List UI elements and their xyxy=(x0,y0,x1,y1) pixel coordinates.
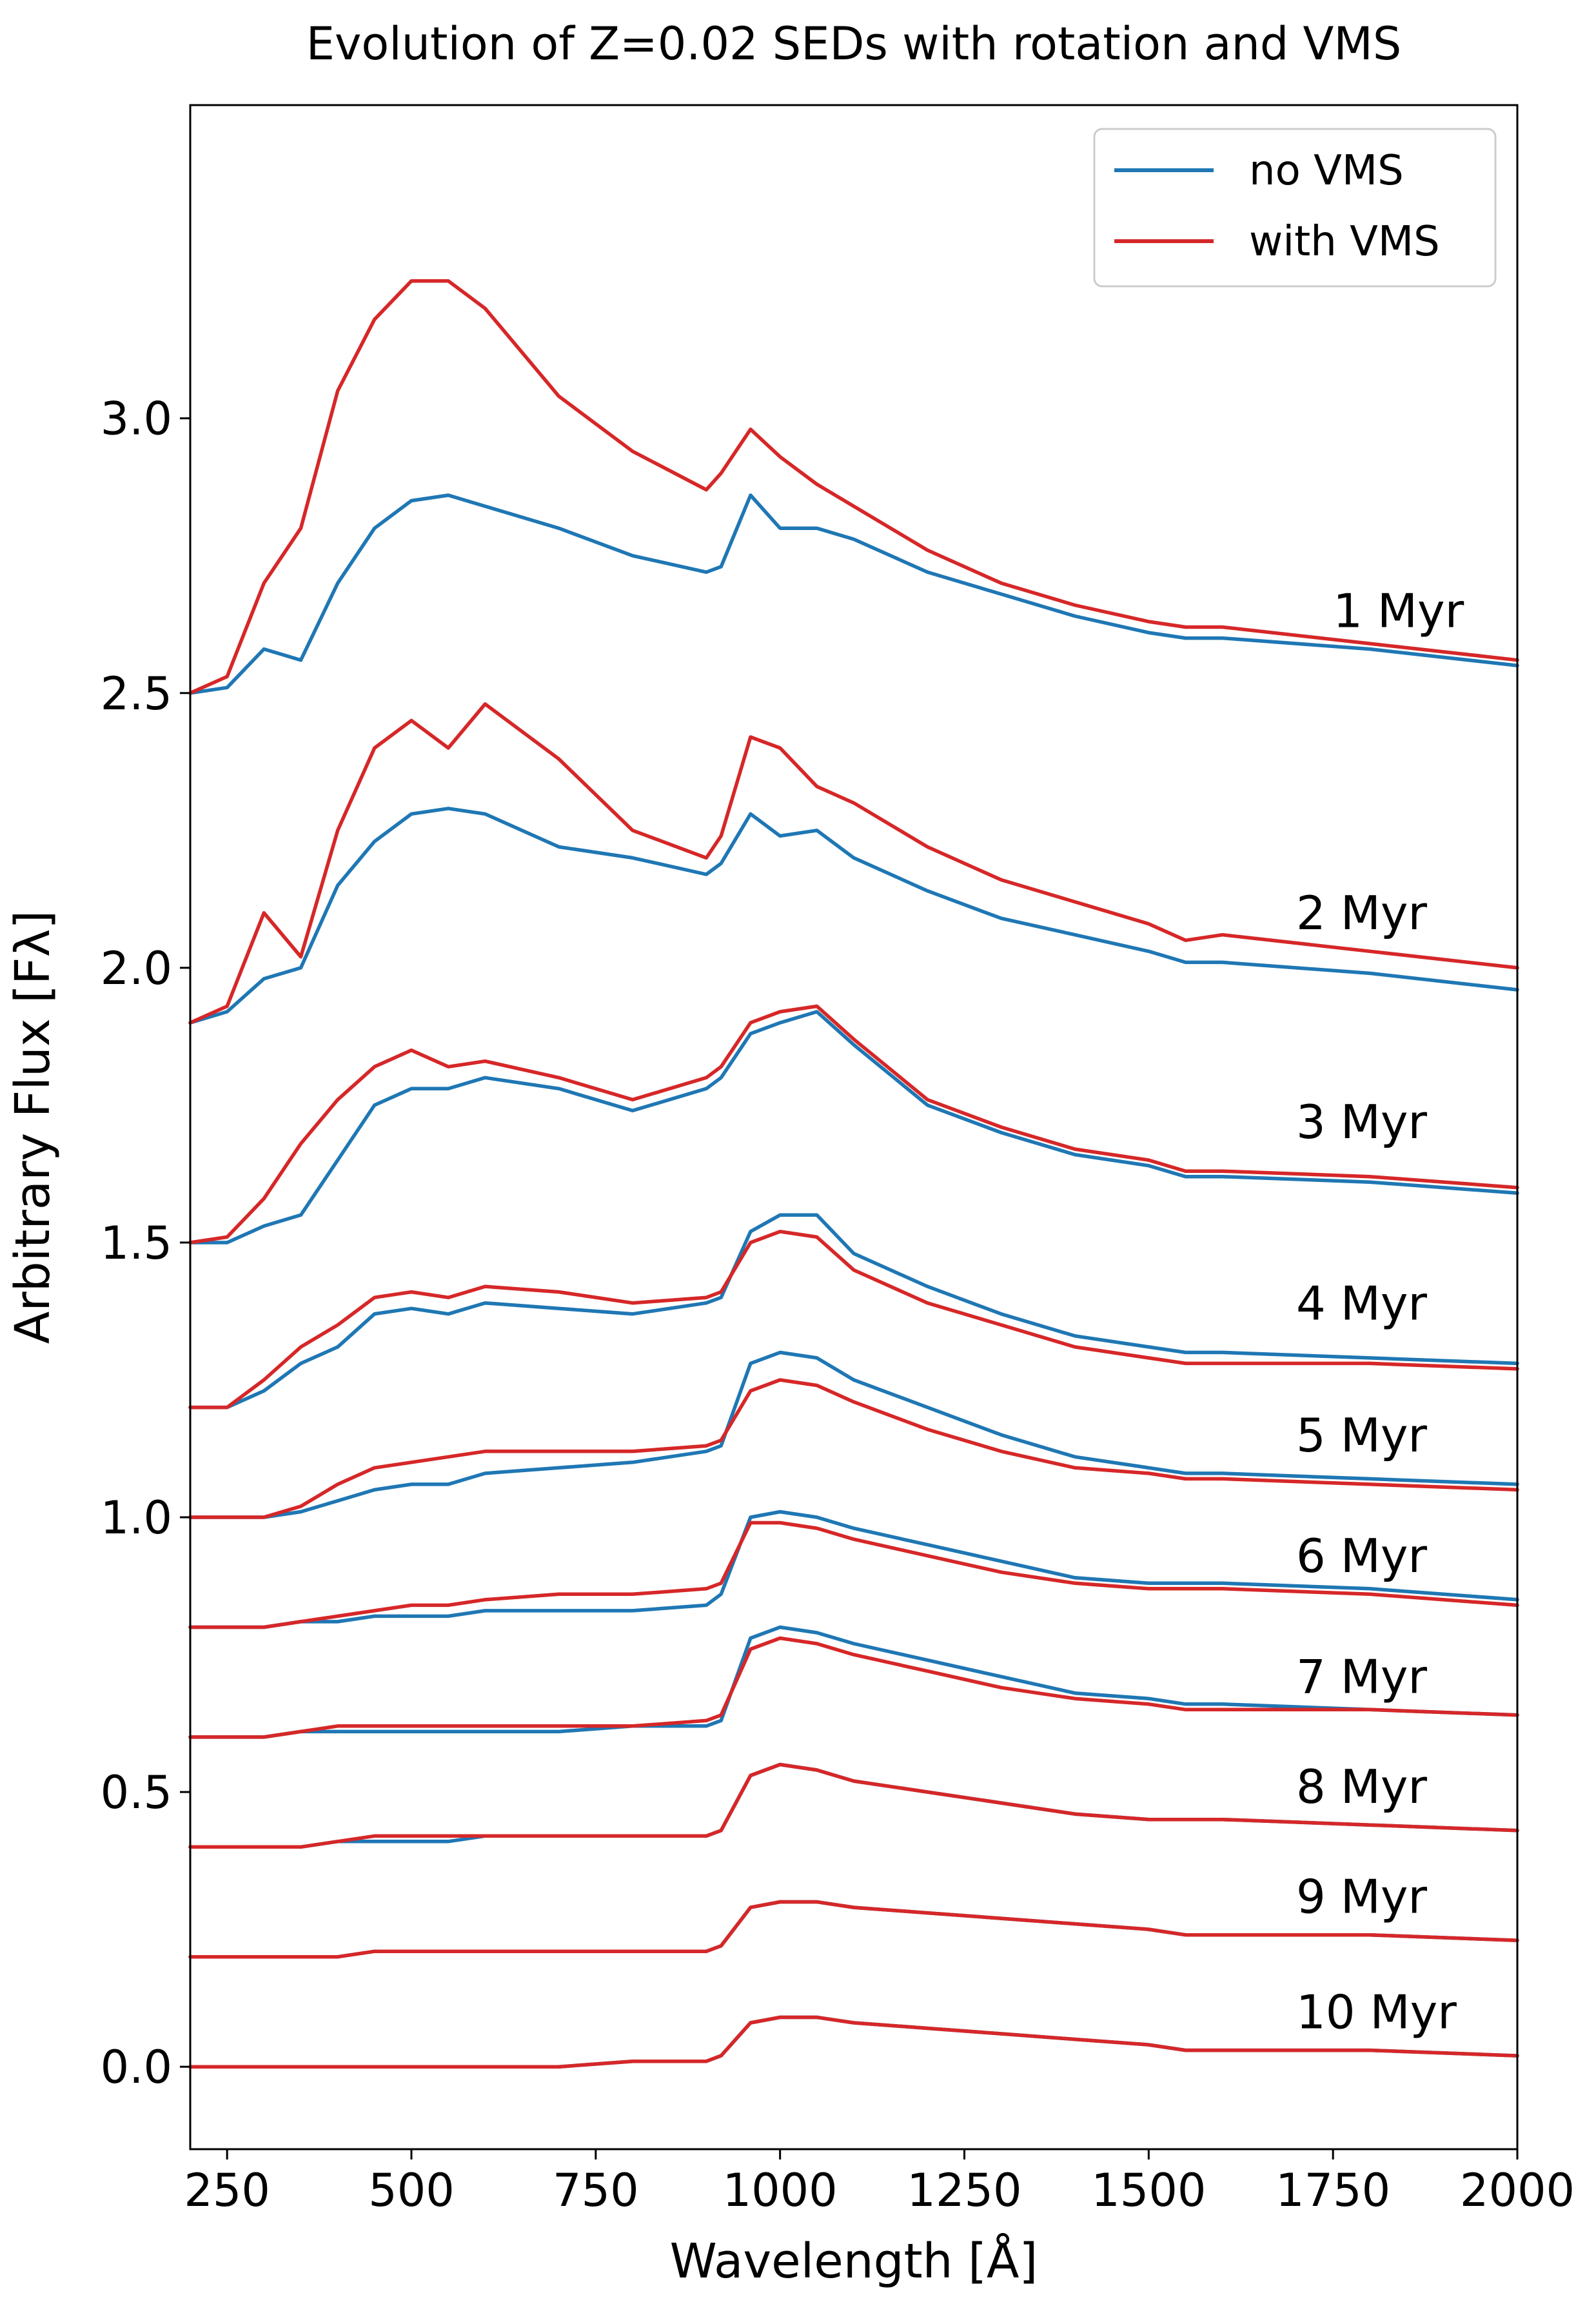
x-tick-label: 1500 xyxy=(1091,2164,1206,2217)
y-axis-label: Arbitrary Flux [Fλ] xyxy=(5,910,61,1344)
series-line-no-vms-5-myr xyxy=(188,1350,1519,1519)
series-line-no-vms-4-myr xyxy=(188,1213,1519,1410)
x-tick-label: 1000 xyxy=(723,2164,838,2217)
y-tick-label: 1.5 xyxy=(101,1217,172,1270)
y-tick-label: 2.5 xyxy=(101,667,172,720)
series-line-no-vms-2-myr xyxy=(188,807,1519,1025)
y-tick-label: 0.5 xyxy=(101,1766,172,1819)
age-label: 7 Myr xyxy=(1296,1650,1427,1704)
legend-label-no-vms: no VMS xyxy=(1249,147,1404,195)
age-label: 10 Myr xyxy=(1296,1985,1457,2040)
age-label: 4 Myr xyxy=(1296,1276,1427,1330)
series-line-with-vms-10-myr xyxy=(188,2015,1519,2069)
series-line-no-vms-3-myr xyxy=(188,1010,1519,1244)
series-line-no-vms-7-myr xyxy=(188,1625,1519,1739)
series-line-no-vms-1-myr xyxy=(188,493,1519,695)
y-tick-label: 1.0 xyxy=(101,1491,172,1544)
x-axis-ticks: 250 500 750 1000 1250 1500 1750 2000 xyxy=(184,2149,1575,2217)
series-line-with-vms-6-myr xyxy=(188,1520,1519,1629)
age-label: 5 Myr xyxy=(1296,1408,1427,1462)
series-line-with-vms-2-myr xyxy=(188,702,1519,1025)
series-line-with-vms-4-myr xyxy=(188,1230,1519,1410)
x-tick-label: 250 xyxy=(184,2164,270,2217)
x-tick-label: 2000 xyxy=(1460,2164,1575,2217)
series-line-with-vms-8-myr xyxy=(188,1762,1519,1849)
series-line-with-vms-9-myr xyxy=(188,1900,1519,1959)
y-tick-label: 2.0 xyxy=(101,942,172,995)
y-tick-label: 0.0 xyxy=(101,2041,172,2094)
series-line-with-vms-7-myr xyxy=(188,1636,1519,1739)
x-tick-label: 750 xyxy=(553,2164,639,2217)
x-tick-label: 1750 xyxy=(1276,2164,1390,2217)
series-line-no-vms-6-myr xyxy=(188,1510,1519,1629)
series-line-with-vms-3-myr xyxy=(188,1004,1519,1244)
y-tick-label: 3.0 xyxy=(101,393,172,446)
series-line-with-vms-5-myr xyxy=(188,1378,1519,1519)
age-label: 8 Myr xyxy=(1296,1760,1427,1814)
age-label: 2 Myr xyxy=(1296,886,1427,940)
x-axis-label: Wavelength [Å] xyxy=(670,2232,1038,2289)
plot-frame xyxy=(189,104,1519,2150)
x-tick-label: 1250 xyxy=(907,2164,1021,2217)
age-label: 6 Myr xyxy=(1296,1529,1427,1583)
age-label: 1 Myr xyxy=(1333,584,1464,638)
series-line-with-vms-1-myr xyxy=(188,279,1519,695)
plot-area xyxy=(188,279,1519,2069)
legend: no VMS with VMS xyxy=(1093,128,1497,288)
age-label: 9 Myr xyxy=(1296,1870,1427,1924)
y-axis-ticks: 0.0 0.5 1.0 1.5 2.0 2.5 3.0 xyxy=(101,393,190,2094)
x-tick-label: 500 xyxy=(368,2164,455,2217)
chart-title: Evolution of Z=0.02 SEDs with rotation a… xyxy=(306,17,1402,70)
age-labels: 1 Myr 2 Myr 3 Myr 4 Myr 5 Myr 6 Myr 7 Myr 8 Myr… xyxy=(1296,584,1464,2040)
age-label: 3 Myr xyxy=(1296,1095,1427,1149)
legend-label-with-vms: with VMS xyxy=(1249,218,1440,266)
